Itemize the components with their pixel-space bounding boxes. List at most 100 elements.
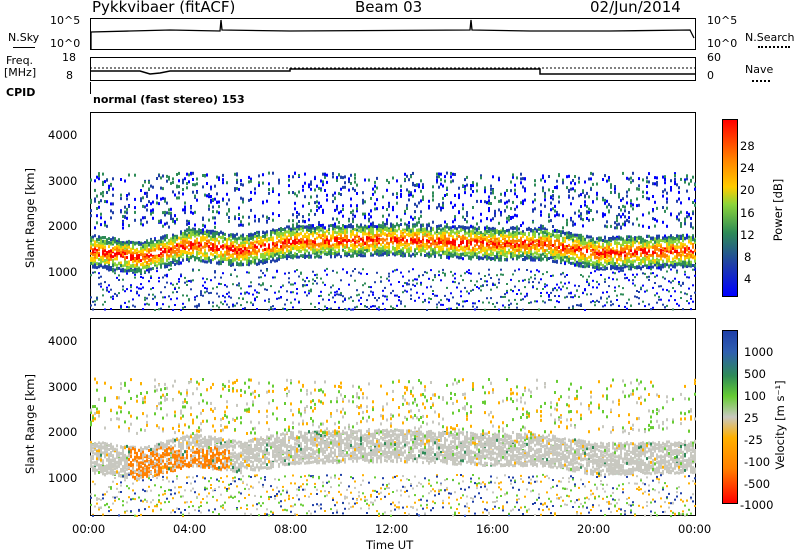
power-cell [168, 257, 170, 261]
power-cell [166, 211, 168, 215]
power-cell [300, 271, 302, 274]
power-cell [126, 288, 128, 291]
power-cell [196, 241, 198, 245]
power-cell [174, 245, 176, 249]
power-cell [426, 226, 428, 230]
power-cell [402, 291, 404, 294]
power-cell [336, 176, 338, 180]
power-cell [346, 237, 348, 241]
power-cell [132, 298, 134, 301]
power-cell [254, 244, 256, 248]
power-cell [234, 217, 236, 221]
power-cell [430, 248, 432, 252]
power-cell [96, 251, 98, 254]
power-cell [310, 242, 312, 246]
power-cell [494, 305, 496, 308]
power-cell [208, 234, 210, 238]
power-cell [412, 233, 414, 237]
power-cell [518, 231, 520, 235]
power-cell [450, 180, 452, 184]
power-cell [330, 244, 332, 248]
power-cell [446, 242, 448, 246]
power-cell [452, 220, 454, 224]
power-cell [296, 228, 298, 231]
power-cell [522, 234, 524, 238]
power-cell [376, 176, 378, 180]
power-cell [370, 222, 372, 226]
power-cell [500, 230, 502, 234]
power-cell [198, 303, 200, 306]
power-cell [98, 241, 100, 245]
power-cell [224, 250, 226, 254]
power-cell [152, 260, 154, 264]
power-cell [152, 267, 154, 270]
power-cell [528, 249, 530, 253]
power-cell [342, 239, 344, 243]
power-cell [512, 200, 514, 204]
power-cell [436, 230, 438, 234]
power-cell [182, 253, 184, 257]
power-cell [440, 238, 442, 241]
power-cell [170, 252, 172, 256]
power-cell [504, 209, 506, 213]
power-cell [244, 247, 246, 251]
power-cell [280, 229, 282, 233]
power-cell [470, 272, 472, 275]
power-cell [492, 257, 494, 261]
power-cell [460, 235, 462, 239]
power-cell [388, 279, 390, 282]
power-cell [296, 255, 298, 259]
power-cell [300, 254, 302, 258]
power-cell [376, 236, 378, 240]
power-cell [466, 236, 468, 240]
power-cell [122, 251, 124, 255]
power-cell [258, 233, 260, 237]
power-cell [96, 243, 98, 247]
power-cell [230, 244, 232, 248]
power-cell [114, 257, 116, 261]
power-cell [418, 217, 420, 221]
power-cell [184, 239, 186, 243]
power-cell [182, 237, 184, 241]
power-cell [236, 251, 238, 254]
power-cell [496, 230, 498, 234]
power-cell [444, 272, 446, 275]
power-cell [112, 270, 114, 273]
power-cell [500, 258, 502, 262]
power-cell [160, 247, 162, 251]
power-cell [262, 272, 264, 275]
power-cell [122, 215, 124, 218]
power-cell [432, 252, 434, 256]
power-cell [102, 259, 104, 263]
power-cell [222, 257, 224, 261]
power-cell [322, 241, 324, 245]
power-cell [452, 179, 454, 183]
power-cell [336, 251, 338, 255]
power-cell [502, 296, 504, 298]
power-cell [236, 275, 238, 278]
power-cell [444, 243, 446, 247]
power-cell [298, 275, 300, 278]
power-cell [434, 254, 436, 258]
power-cell [100, 240, 102, 244]
power-cell [94, 226, 96, 230]
power-cell [278, 193, 280, 197]
power-cell [274, 307, 276, 310]
power-cell [414, 278, 416, 281]
power-cell [366, 232, 368, 236]
power-cell [192, 249, 194, 253]
power-cell [394, 228, 396, 232]
power-cell [432, 290, 434, 292]
power-cell [332, 193, 334, 197]
power-cell [262, 252, 264, 256]
power-cell [334, 191, 336, 195]
power-cell [276, 241, 278, 245]
power-cell [478, 300, 480, 303]
power-cell [364, 248, 366, 252]
power-cell [422, 223, 424, 227]
power-cell [170, 181, 172, 185]
power-cell [482, 235, 484, 239]
power-cell [416, 183, 418, 187]
power-cell [408, 198, 410, 202]
power-cell [416, 291, 418, 294]
